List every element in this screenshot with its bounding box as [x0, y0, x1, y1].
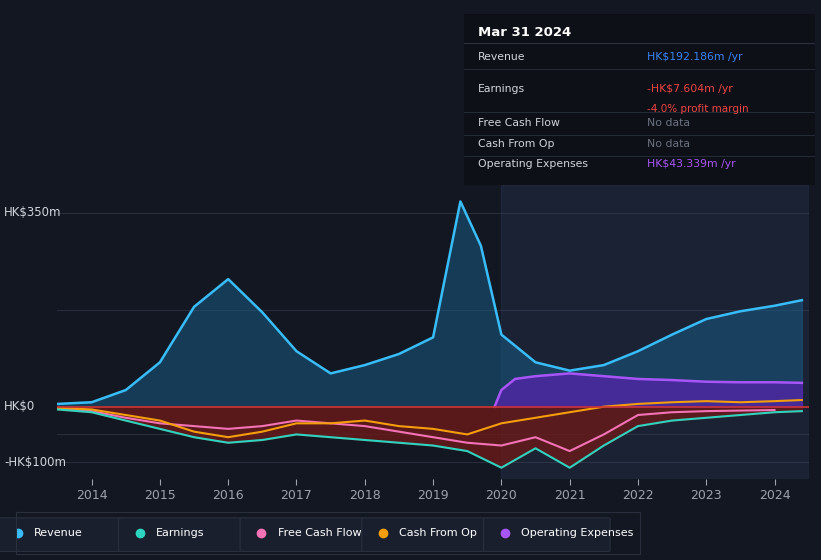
Text: -HK$7.604m /yr: -HK$7.604m /yr: [647, 84, 732, 94]
FancyBboxPatch shape: [118, 518, 245, 552]
Text: Operating Expenses: Operating Expenses: [478, 159, 588, 169]
FancyBboxPatch shape: [0, 518, 123, 552]
Text: Earnings: Earnings: [156, 529, 204, 538]
Text: Revenue: Revenue: [34, 529, 83, 538]
FancyBboxPatch shape: [484, 518, 610, 552]
Text: Mar 31 2024: Mar 31 2024: [478, 26, 571, 39]
Text: Operating Expenses: Operating Expenses: [521, 529, 633, 538]
Text: -HK$100m: -HK$100m: [4, 456, 67, 469]
Text: Cash From Op: Cash From Op: [399, 529, 477, 538]
Text: HK$43.339m /yr: HK$43.339m /yr: [647, 159, 736, 169]
Text: Free Cash Flow: Free Cash Flow: [478, 118, 560, 128]
Text: Cash From Op: Cash From Op: [478, 139, 554, 149]
Text: Revenue: Revenue: [478, 52, 525, 62]
Text: Free Cash Flow: Free Cash Flow: [277, 529, 361, 538]
Text: -4.0% profit margin: -4.0% profit margin: [647, 104, 748, 114]
FancyBboxPatch shape: [362, 518, 488, 552]
Text: Earnings: Earnings: [478, 84, 525, 94]
Text: HK$0: HK$0: [4, 400, 35, 413]
Text: No data: No data: [647, 118, 690, 128]
Text: HK$350m: HK$350m: [4, 206, 62, 219]
Bar: [502, 185, 809, 479]
Text: No data: No data: [647, 139, 690, 149]
FancyBboxPatch shape: [240, 518, 367, 552]
Text: HK$192.186m /yr: HK$192.186m /yr: [647, 52, 742, 62]
